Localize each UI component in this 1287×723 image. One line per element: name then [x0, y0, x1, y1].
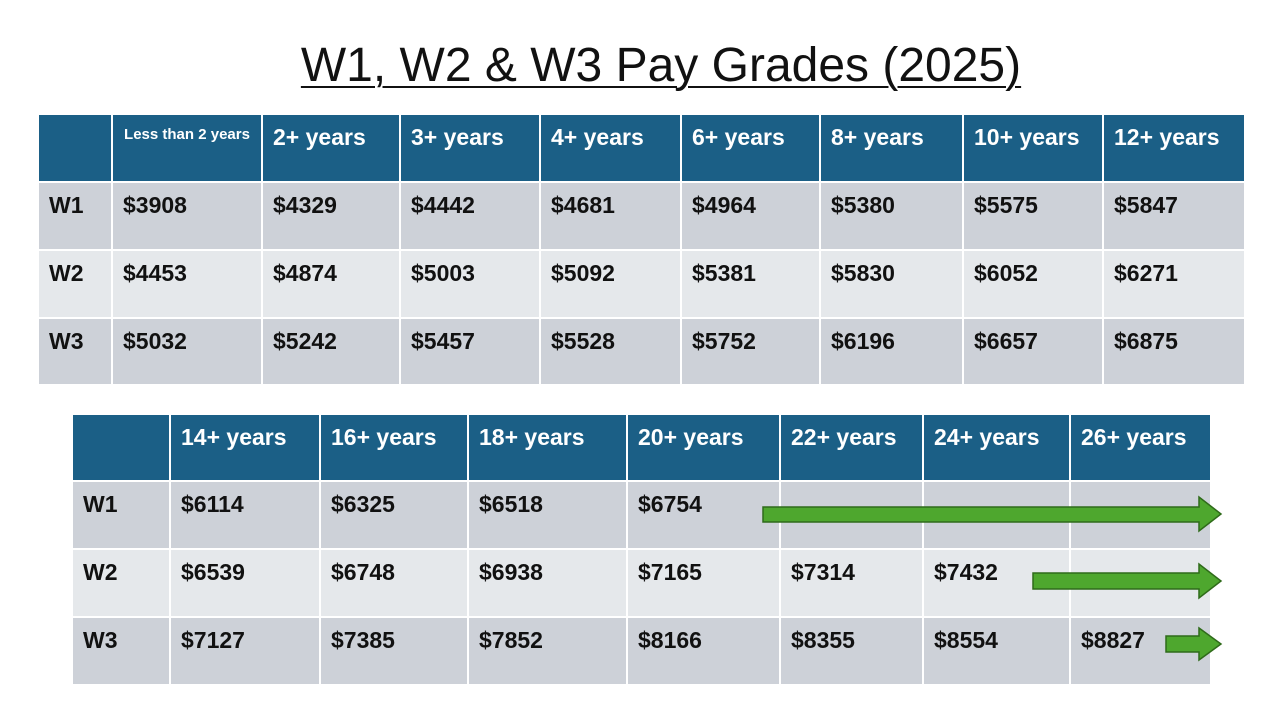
data-cell: $7127 [170, 617, 320, 685]
header-cell: 14+ years [170, 414, 320, 481]
data-cell: $5752 [681, 318, 820, 385]
header-cell: 22+ years [780, 414, 923, 481]
data-cell: $6271 [1103, 250, 1245, 318]
row-label: W2 [72, 549, 170, 617]
header-cell: Less than 2 years [112, 114, 262, 182]
header-cell: 16+ years [320, 414, 468, 481]
data-cell: $5847 [1103, 182, 1245, 250]
data-cell: $6539 [170, 549, 320, 617]
row-label: W1 [72, 481, 170, 549]
row-label: W2 [38, 250, 112, 318]
data-cell: $6052 [963, 250, 1103, 318]
data-cell: $6518 [468, 481, 627, 549]
header-cell: 24+ years [923, 414, 1070, 481]
data-cell: $6657 [963, 318, 1103, 385]
data-cell: $5003 [400, 250, 540, 318]
header-cell: 2+ years [262, 114, 400, 182]
data-cell: $8166 [627, 617, 780, 685]
header-cell: 3+ years [400, 114, 540, 182]
header-cell: 12+ years [1103, 114, 1245, 182]
data-cell: $6114 [170, 481, 320, 549]
row-label: W3 [38, 318, 112, 385]
data-cell: $5528 [540, 318, 681, 385]
header-cell: 20+ years [627, 414, 780, 481]
data-cell: $7385 [320, 617, 468, 685]
arrow [762, 495, 1223, 533]
data-cell: $7314 [780, 549, 923, 617]
data-cell: $8355 [780, 617, 923, 685]
data-cell: $7852 [468, 617, 627, 685]
data-cell: $6938 [468, 549, 627, 617]
data-cell: $6748 [320, 549, 468, 617]
data-cell: $6325 [320, 481, 468, 549]
data-cell: $5457 [400, 318, 540, 385]
data-cell: $8554 [923, 617, 1070, 685]
header-cell: 6+ years [681, 114, 820, 182]
row-label: W1 [38, 182, 112, 250]
data-cell: $6196 [820, 318, 963, 385]
data-cell: $4442 [400, 182, 540, 250]
row-label: W3 [72, 617, 170, 685]
data-cell: $7165 [627, 549, 780, 617]
header-cell [38, 114, 112, 182]
data-cell: $5830 [820, 250, 963, 318]
data-cell: $3908 [112, 182, 262, 250]
slide-title: W1, W2 & W3 Pay Grades (2025) [300, 39, 1022, 92]
header-cell: 4+ years [540, 114, 681, 182]
header-cell: 18+ years [468, 414, 627, 481]
arrow [1032, 562, 1223, 600]
data-cell: $5032 [112, 318, 262, 385]
data-cell: $5575 [963, 182, 1103, 250]
data-cell: $5380 [820, 182, 963, 250]
header-cell: 26+ years [1070, 414, 1211, 481]
header-cell: 8+ years [820, 114, 963, 182]
header-cell: 10+ years [963, 114, 1103, 182]
data-cell: $4329 [262, 182, 400, 250]
data-cell: $6754 [627, 481, 780, 549]
data-cell: $6875 [1103, 318, 1245, 385]
data-cell: $4964 [681, 182, 820, 250]
data-cell: $5242 [262, 318, 400, 385]
header-cell [72, 414, 170, 481]
data-cell: $5092 [540, 250, 681, 318]
arrow [1165, 626, 1223, 662]
data-cell: $4681 [540, 182, 681, 250]
data-cell: $5381 [681, 250, 820, 318]
data-cell: $4874 [262, 250, 400, 318]
data-cell: $4453 [112, 250, 262, 318]
